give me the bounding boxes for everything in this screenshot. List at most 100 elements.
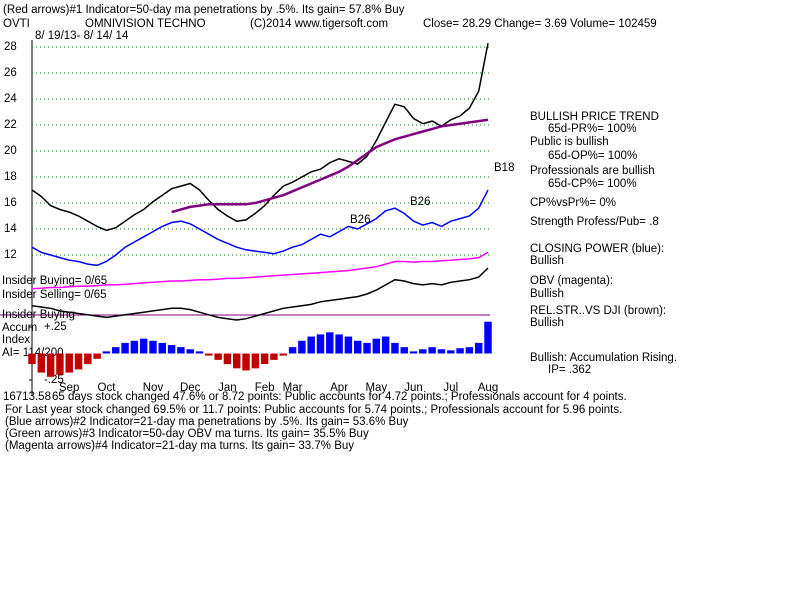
summary-line: (Blue arrows)#2 Indicator=21-day ma pene…: [5, 416, 409, 428]
status-note: Strength Profess/Pub= .8: [530, 216, 659, 228]
header-text: 8/ 19/13- 8/ 14/ 14: [35, 30, 129, 42]
acc-bar: [167, 345, 176, 354]
summary-line: 16713.58: [3, 391, 51, 403]
status-note: Bullish: [530, 288, 564, 300]
status-note: Professionals are bullish: [530, 165, 655, 177]
status-note: OBV (magenta):: [530, 275, 613, 287]
status-note: Public is bullish: [530, 136, 609, 148]
acc-bar: [28, 353, 36, 365]
series-line: [171, 118, 489, 214]
status-note: Bullish: [530, 255, 564, 267]
acc-tick-label: +.25: [44, 321, 67, 333]
acc-tick-label: -.25: [44, 374, 64, 386]
status-note: BULLISH PRICE TREND: [530, 111, 659, 123]
status-note: 65d-OP%= 100%: [548, 150, 637, 162]
status-note: 65d-CP%= 100%: [548, 178, 637, 190]
signal-label: B26: [410, 196, 430, 208]
acc-bar: [344, 336, 353, 354]
acc-bar: [242, 353, 250, 371]
x-tick-label: Jan: [218, 382, 237, 394]
signal-label: B26: [350, 214, 370, 226]
acc-bar: [456, 348, 464, 354]
acc-bar: [437, 349, 446, 354]
acc-bar: [419, 349, 427, 354]
x-tick-label: Aug: [478, 382, 498, 394]
acc-bar: [465, 347, 474, 354]
acc-bar: [372, 338, 381, 354]
acc-bar: [37, 353, 46, 373]
acc-bar: [74, 353, 83, 370]
insider-note: Insider Buying= 0/65: [2, 275, 107, 287]
series-line: [31, 267, 489, 321]
x-tick-label: May: [365, 382, 387, 394]
y-tick-label: 18: [4, 171, 17, 183]
x-tick-label: Apr: [330, 382, 348, 394]
acc-bar: [484, 321, 492, 354]
acc-bar: [65, 353, 73, 373]
x-tick-label: Mar: [283, 382, 303, 394]
x-tick-label: Jun: [404, 382, 423, 394]
status-note: Bullish: [530, 317, 564, 329]
insider-note: Insider Buying: [2, 309, 75, 321]
insider-note: Index: [2, 334, 30, 346]
y-tick-label: 26: [4, 67, 17, 79]
header-text: Close= 28.29 Change= 3.69 Volume= 102459: [423, 18, 657, 30]
status-note: REL.STR..VS DJI (brown):: [530, 305, 666, 317]
insider-note: Accum: [2, 322, 37, 334]
acc-bar: [214, 353, 222, 360]
y-tick-label: 22: [4, 119, 17, 131]
acc-bar: [251, 353, 260, 369]
header-text: (C)2014 www.tigersoft.com: [250, 18, 388, 30]
status-note: B18: [494, 162, 514, 174]
acc-bar: [288, 347, 297, 354]
status-note: Bullish: Accumulation Rising.: [530, 352, 677, 364]
acc-bar: [223, 353, 232, 365]
x-tick-label: Nov: [143, 382, 164, 394]
header-text: (Red arrows)#1 Indicator=50-day ma penet…: [3, 4, 405, 16]
status-note: IP= .362: [548, 364, 591, 376]
summary-line: 65 days stock changed 47.6% or 8.72 poin…: [52, 391, 627, 403]
status-note: CP%vsPr%= 0%: [530, 197, 616, 209]
acc-bar: [84, 353, 92, 365]
y-tick-label: 24: [4, 93, 17, 105]
acc-bar: [279, 353, 287, 356]
status-note: 65d-PR%= 100%: [548, 123, 637, 135]
acc-bar: [195, 351, 204, 354]
summary-line: (Magenta arrows)#4 Indicator=21-day ma t…: [5, 440, 354, 452]
y-tick-label: 20: [4, 145, 17, 157]
acc-bar: [56, 353, 64, 375]
y-tick-label: 14: [4, 223, 17, 235]
acc-bar: [158, 342, 167, 354]
acc-bar: [270, 353, 278, 360]
acc-bar: [391, 342, 399, 354]
acc-bar: [381, 336, 390, 354]
acc-bar: [474, 342, 483, 354]
acc-bar: [447, 350, 455, 354]
acc-bar: [149, 340, 157, 354]
x-tick-label: Jul: [443, 382, 458, 394]
series-line: [31, 189, 489, 267]
x-tick-label: Feb: [255, 382, 275, 394]
status-note: CLOSING POWER (blue):: [530, 243, 664, 255]
x-tick-label: Sep: [59, 382, 79, 394]
y-tick-label: 16: [4, 197, 17, 209]
acc-bar: [233, 353, 241, 369]
acc-bar: [121, 342, 129, 354]
x-tick-label: Oct: [98, 382, 117, 394]
acc-bar: [260, 353, 269, 365]
acc-bar: [307, 336, 315, 354]
header-text: OVTI: [3, 18, 30, 30]
insider-note: Insider Selling= 0/65: [2, 289, 107, 301]
acc-bar: [400, 347, 408, 354]
acc-bar: [409, 351, 418, 354]
series-line: [31, 43, 489, 232]
acc-bar: [130, 340, 139, 354]
acc-bar: [326, 332, 334, 354]
acc-bar: [353, 340, 362, 354]
acc-bar: [186, 349, 194, 354]
summary-line: For Last year stock changed 69.5% or 11.…: [5, 404, 622, 416]
y-tick-label: 12: [4, 249, 17, 261]
acc-bar: [177, 347, 185, 354]
